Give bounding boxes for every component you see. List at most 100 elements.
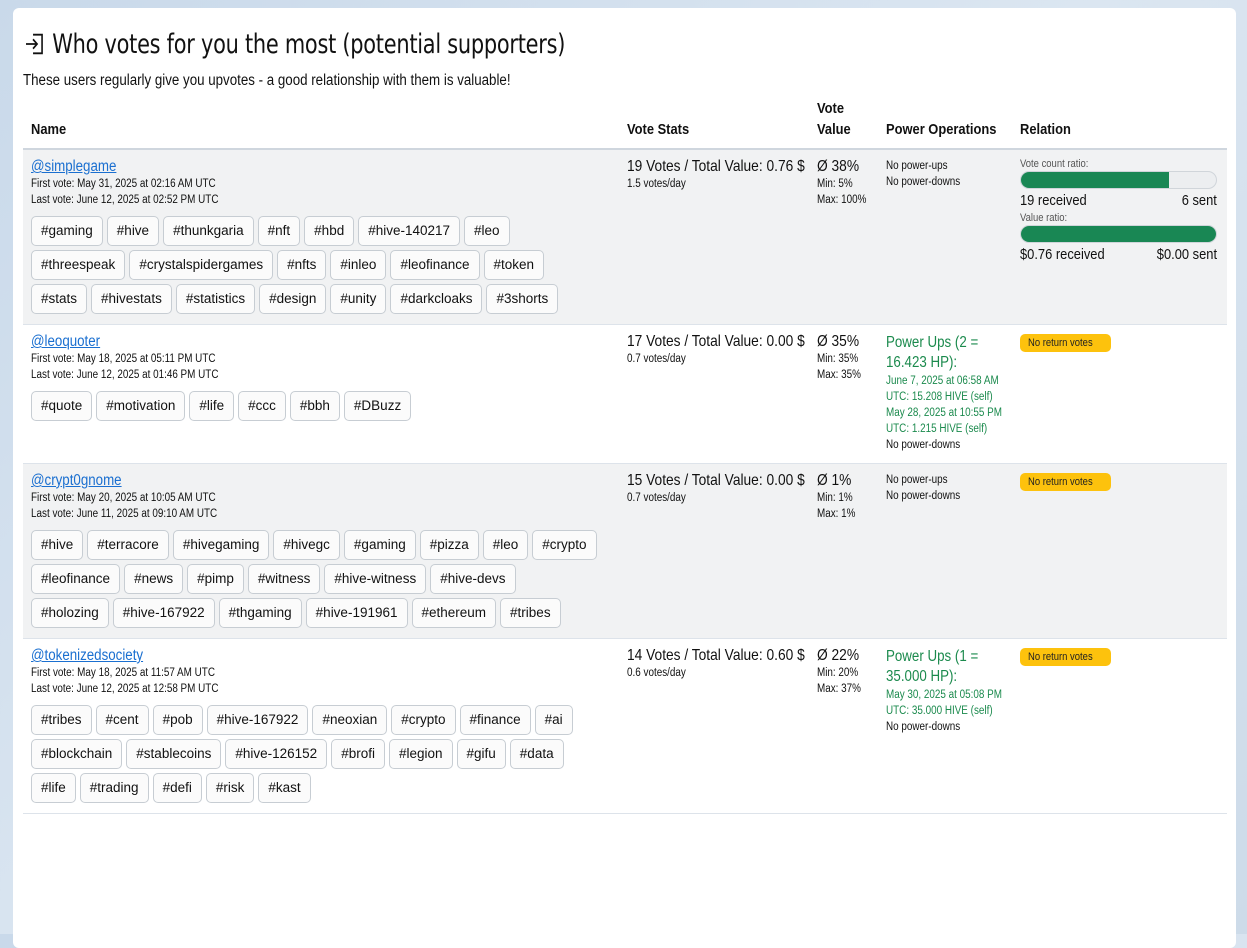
tag-chip[interactable]: #design — [259, 284, 327, 314]
power-ops-cell: No power-ups No power-downs — [878, 463, 1012, 639]
tag-chip[interactable]: #quote — [31, 391, 93, 421]
tag-chip[interactable]: #leo — [464, 216, 510, 246]
tag-chip[interactable]: #neoxian — [312, 705, 388, 735]
tag-chip[interactable]: #ethereum — [411, 598, 497, 628]
sent-count: 6 sent — [1181, 192, 1217, 209]
no-return-votes-badge: No return votes — [1020, 473, 1112, 491]
tag-chip[interactable]: #crystalspidergames — [129, 250, 274, 280]
name-cell: @crypt0gnome First vote: May 20, 2025 at… — [23, 463, 619, 639]
tag-chip[interactable]: #risk — [205, 773, 255, 803]
tag-chip[interactable]: #stats — [31, 284, 88, 314]
tag-chip[interactable]: #life — [31, 773, 76, 803]
vote-total: 15 Votes / Total Value: 0.00 $ — [627, 472, 805, 489]
tag-chip[interactable]: #unity — [330, 284, 387, 314]
user-link[interactable]: @crypt0gnome — [31, 472, 122, 489]
power-downs-none: No power-downs — [886, 490, 961, 502]
tag-chip[interactable]: #holozing — [31, 598, 109, 628]
tag-chip[interactable]: #cent — [95, 705, 149, 735]
tag-chip[interactable]: #hivegaming — [172, 530, 270, 560]
vote-count-ratio-label: Vote count ratio: — [1020, 158, 1089, 170]
tag-chip[interactable]: #hivestats — [91, 284, 172, 314]
tag-chip[interactable]: #hive-126152 — [225, 739, 328, 769]
tag-chip[interactable]: #inleo — [330, 250, 387, 280]
tag-chip[interactable]: #gifu — [456, 739, 506, 769]
last-vote: Last vote: June 12, 2025 at 12:58 PM UTC — [31, 683, 219, 695]
tag-chip[interactable]: #statistics — [175, 284, 256, 314]
tag-chip[interactable]: #tribes — [31, 705, 92, 735]
tag-chip[interactable]: #hive-167922 — [206, 705, 309, 735]
tag-chip[interactable]: #hive — [106, 216, 160, 246]
user-link[interactable]: @leoquoter — [31, 333, 101, 350]
tag-chip[interactable]: #finance — [459, 705, 531, 735]
power-ups-none: No power-ups — [886, 160, 948, 172]
tag-chip[interactable]: #hive-167922 — [112, 598, 215, 628]
power-ups-title: Power Ups (1 = — [886, 648, 979, 665]
user-link[interactable]: @simplegame — [31, 158, 117, 175]
tag-chip[interactable]: #3shorts — [486, 284, 559, 314]
power-downs-none: No power-downs — [886, 176, 961, 188]
tag-chip[interactable]: #witness — [247, 564, 321, 594]
tag-chip[interactable]: #motivation — [96, 391, 186, 421]
tag-chip[interactable]: #gaming — [343, 530, 416, 560]
tag-chip[interactable]: #thunkgaria — [163, 216, 254, 246]
column-header-name[interactable]: Name — [23, 96, 619, 150]
tag-chip[interactable]: #bbh — [289, 391, 340, 421]
column-header-vote-stats[interactable]: Vote Stats — [619, 96, 809, 150]
column-header-vote-value[interactable]: Vote Value — [809, 96, 878, 150]
tag-chip[interactable]: #terracore — [87, 530, 169, 560]
sent-value: $0.00 sent — [1156, 246, 1217, 263]
tag-chip[interactable]: #blockchain — [31, 739, 123, 769]
power-up-entry: UTC: 1.215 HIVE (self) — [886, 423, 988, 435]
vote-stats-cell: 19 Votes / Total Value: 0.76 $ 1.5 votes… — [619, 149, 809, 325]
relation-cell: Vote count ratio: 19 received 6 sent Val… — [1012, 149, 1227, 325]
tag-chip[interactable]: #news — [124, 564, 184, 594]
tag-chip[interactable]: #DBuzz — [343, 391, 412, 421]
vote-value-cell: Ø 38% Min: 5% Max: 100% — [809, 149, 878, 325]
column-header-power-operations[interactable]: Power Operations — [878, 96, 1012, 150]
tag-list: #gaming #hive #thunkgaria #nft #hbd #hive-140… — [31, 212, 601, 314]
tag-chip[interactable]: #leofinance — [390, 250, 480, 280]
column-header-relation[interactable]: Relation — [1012, 96, 1227, 150]
tag-chip[interactable]: #data — [509, 739, 564, 769]
tag-chip[interactable]: #leofinance — [31, 564, 121, 594]
tag-chip[interactable]: #crypto — [532, 530, 597, 560]
tag-chip[interactable]: #legion — [388, 739, 453, 769]
tag-chip[interactable]: #ai — [534, 705, 573, 735]
votes-per-day: 0.7 votes/day — [627, 492, 686, 504]
tag-chip[interactable]: #hive-devs — [430, 564, 516, 594]
tag-chip[interactable]: #life — [189, 391, 235, 421]
tag-list: #hive #terracore #hivegaming #hivegc #gaming… — [31, 526, 601, 628]
tag-chip[interactable]: #nfts — [277, 250, 327, 280]
tag-chip[interactable]: #tribes — [500, 598, 561, 628]
tag-chip[interactable]: #gaming — [31, 216, 103, 246]
tag-chip[interactable]: #hbd — [304, 216, 355, 246]
value-ratio-label: Value ratio: — [1020, 212, 1068, 224]
tag-chip[interactable]: #hive-witness — [324, 564, 427, 594]
first-vote: First vote: May 31, 2025 at 02:16 AM UTC — [31, 178, 216, 190]
tag-chip[interactable]: #trading — [79, 773, 149, 803]
tag-chip[interactable]: #ccc — [238, 391, 286, 421]
tag-chip[interactable]: #threespeak — [31, 250, 126, 280]
tag-chip[interactable]: #kast — [258, 773, 311, 803]
tag-chip[interactable]: #brofi — [331, 739, 385, 769]
tag-chip[interactable]: #pimp — [187, 564, 244, 594]
tag-chip[interactable]: #pizza — [419, 530, 479, 560]
relation-cell: No return votes — [1012, 463, 1227, 639]
tag-list: #quote #motivation #life #ccc #bbh #DBuzz — [31, 387, 601, 421]
tag-chip[interactable]: #token — [483, 250, 545, 280]
tag-chip[interactable]: #defi — [152, 773, 202, 803]
name-cell: @tokenizedsociety First vote: May 18, 20… — [23, 638, 619, 814]
tag-chip[interactable]: #darkcloaks — [390, 284, 483, 314]
tag-chip[interactable]: #hive-140217 — [358, 216, 461, 246]
tag-chip[interactable]: #hivegc — [273, 530, 340, 560]
tag-chip[interactable]: #stablecoins — [126, 739, 222, 769]
tag-chip[interactable]: #leo — [482, 530, 529, 560]
vote-value-cell: Ø 1% Min: 1% Max: 1% — [809, 463, 878, 639]
tag-chip[interactable]: #nft — [257, 216, 301, 246]
tag-chip[interactable]: #thgaming — [218, 598, 302, 628]
tag-chip[interactable]: #pob — [152, 705, 203, 735]
tag-chip[interactable]: #hive — [31, 530, 84, 560]
tag-chip[interactable]: #crypto — [391, 705, 456, 735]
user-link[interactable]: @tokenizedsociety — [31, 647, 144, 664]
tag-chip[interactable]: #hive-191961 — [305, 598, 408, 628]
